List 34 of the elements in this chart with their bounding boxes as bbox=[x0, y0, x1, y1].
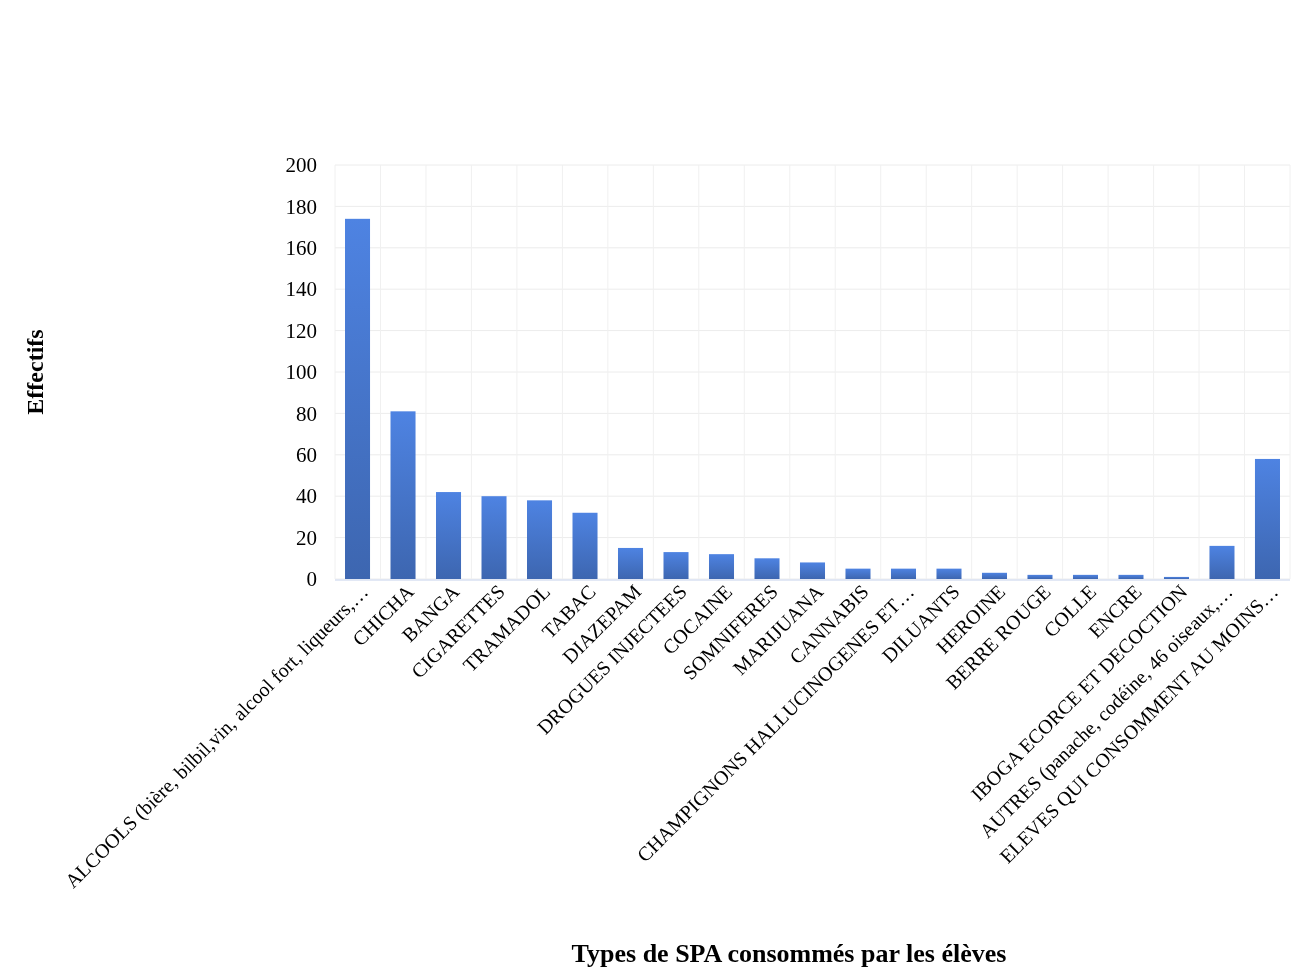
y-tick-label: 20 bbox=[296, 525, 317, 550]
y-tick-label: 120 bbox=[285, 318, 317, 343]
y-tick-label: 40 bbox=[296, 484, 317, 509]
bar bbox=[618, 547, 644, 579]
y-tick-label: 180 bbox=[285, 194, 317, 219]
bar bbox=[845, 568, 871, 579]
bar bbox=[981, 572, 1007, 579]
bar bbox=[754, 558, 780, 579]
bar bbox=[481, 496, 507, 579]
bar bbox=[1254, 458, 1280, 579]
y-tick-label: 0 bbox=[306, 567, 317, 592]
bar bbox=[1027, 574, 1053, 579]
bar bbox=[345, 218, 371, 579]
x-axis-title: Types de SPA consommés par les élèves bbox=[571, 939, 1007, 968]
bar bbox=[799, 562, 826, 579]
bar bbox=[436, 492, 462, 579]
bar bbox=[1072, 574, 1098, 579]
y-tick-label: 100 bbox=[285, 360, 317, 385]
bar bbox=[1118, 574, 1144, 579]
bar bbox=[890, 568, 917, 579]
bar bbox=[1163, 576, 1189, 579]
bar bbox=[527, 500, 553, 579]
y-tick-label: 200 bbox=[285, 153, 317, 178]
bar bbox=[663, 552, 689, 579]
bar bbox=[708, 554, 735, 579]
bar bbox=[1209, 545, 1235, 579]
bar bbox=[572, 512, 598, 579]
y-tick-label: 60 bbox=[296, 443, 317, 468]
y-tick-label: 160 bbox=[285, 236, 317, 261]
y-tick-label: 140 bbox=[285, 277, 317, 302]
bar bbox=[936, 568, 962, 579]
y-tick-label: 80 bbox=[296, 401, 317, 426]
y-axis-title: Effectifs bbox=[22, 329, 48, 415]
bar bbox=[390, 411, 416, 579]
